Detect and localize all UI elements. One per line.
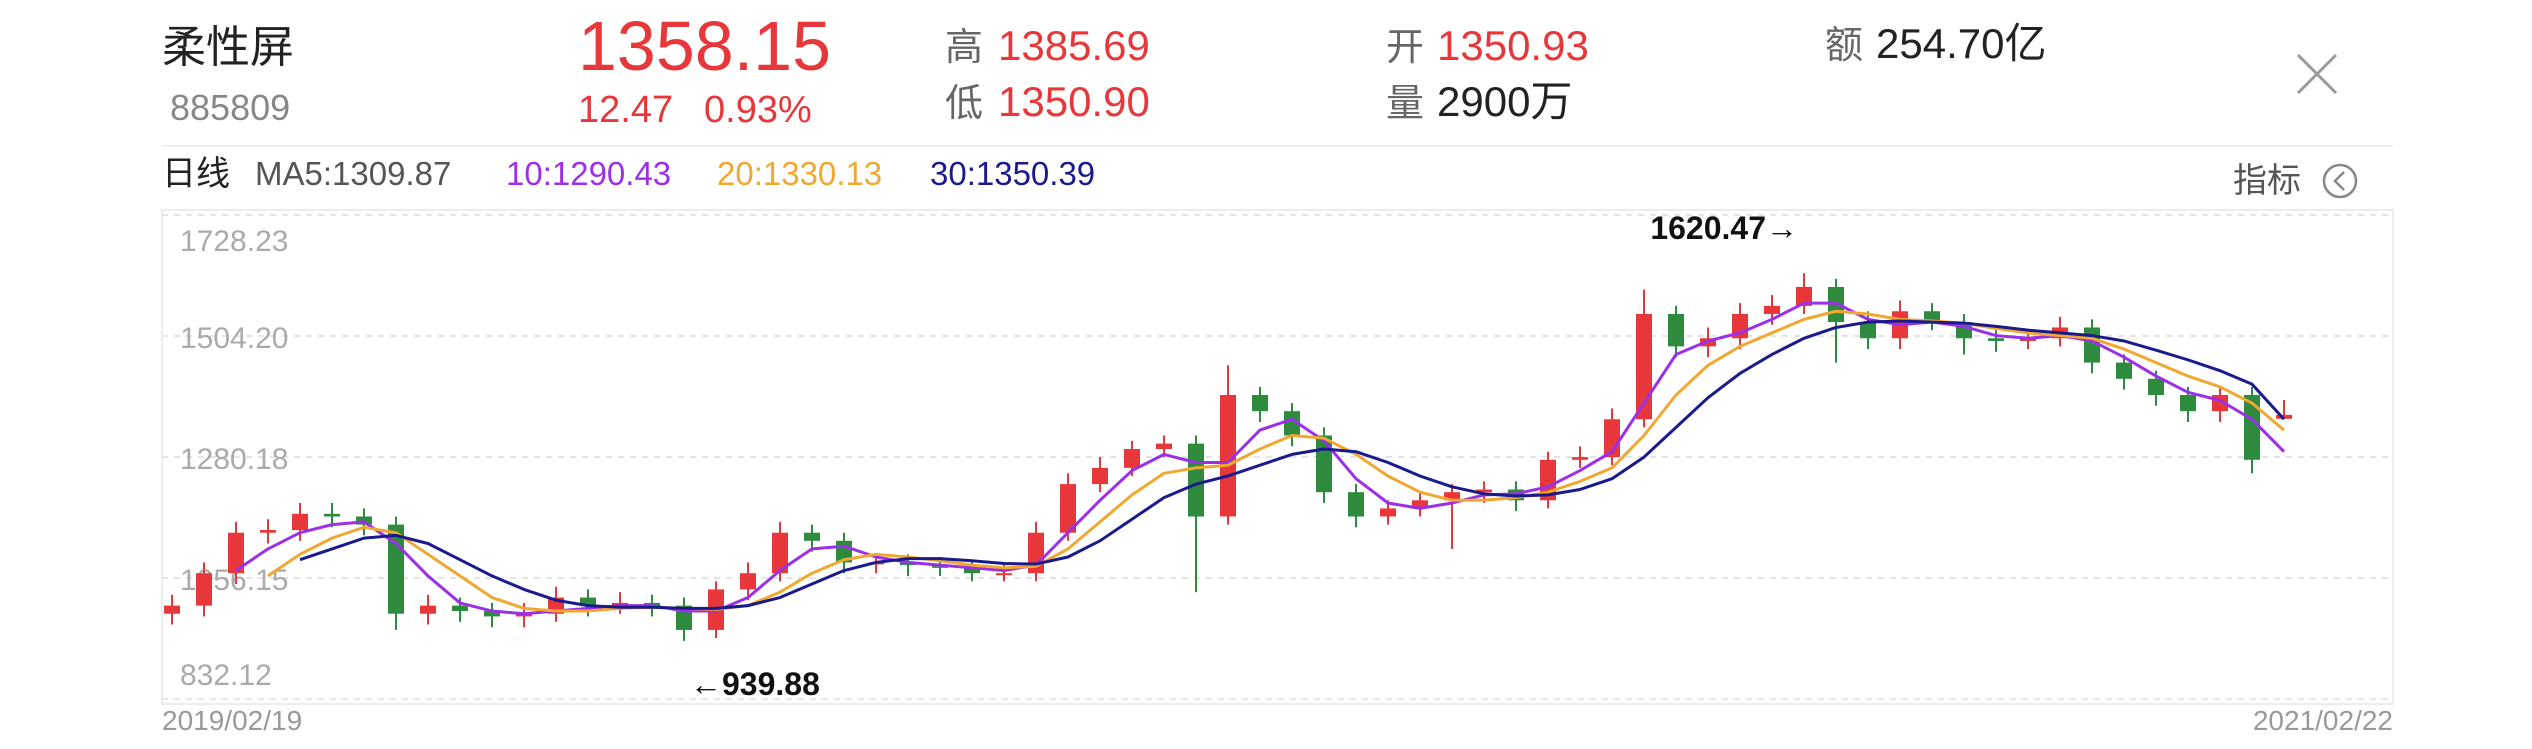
open-value: 1350.93 [1437, 22, 1589, 69]
candle-body [2148, 378, 2164, 395]
candle-body [1796, 286, 1812, 306]
candle-body [1764, 305, 1780, 314]
candle-body [1060, 484, 1076, 533]
candle-body [196, 573, 212, 606]
candle-body [1156, 443, 1172, 449]
ma-line [235, 301, 2286, 616]
candle-body [1348, 492, 1364, 517]
indicator-icon [2333, 171, 2345, 191]
candle-body [1412, 500, 1428, 509]
candle-body [1572, 457, 1588, 460]
volume-label: 量 [1386, 83, 1424, 125]
candle-body [772, 532, 788, 574]
candle-body [1988, 338, 2004, 341]
open-label: 开 [1386, 27, 1424, 69]
candle-body [1284, 411, 1300, 436]
candle-body [996, 573, 1012, 576]
candle-body [2180, 394, 2196, 412]
candle-body [1316, 435, 1332, 493]
stock-name: 柔性屏 [162, 23, 294, 72]
indicator-label: 指标 [2233, 162, 2301, 200]
stock-code: 885809 [170, 87, 290, 128]
candle-body [1220, 394, 1236, 517]
high-value: 1385.69 [998, 22, 1150, 69]
candle-body [1924, 311, 1940, 323]
candle-body [452, 605, 468, 612]
amount-value: 254.70亿 [1876, 20, 2046, 67]
candles [164, 273, 2292, 641]
y-tick-label: 1728.23 [180, 225, 288, 258]
change-pct: 0.93% [704, 89, 812, 131]
low-value: 1350.90 [998, 78, 1150, 125]
candle-body [1636, 313, 1652, 420]
candle-body [2244, 394, 2260, 460]
y-tick-label: 832.12 [180, 659, 272, 692]
x-tick-label: 2021/02/22 [2253, 705, 2393, 736]
change: 12.47 [578, 89, 673, 131]
y-tick-label: 1504.20 [180, 322, 288, 355]
legend-entry: 30:1350.39 [930, 155, 1095, 192]
candle-body [1476, 489, 1492, 493]
x-tick-label: 2019/02/19 [162, 705, 302, 736]
candle-body [484, 611, 500, 617]
volume-value: 2900万 [1437, 78, 1572, 125]
candle-body [260, 530, 276, 533]
candle-body [1092, 467, 1108, 485]
high-label: 高 [945, 27, 983, 69]
indicator-button[interactable]: 指标 [2233, 162, 2358, 200]
candle-body [1444, 492, 1460, 501]
candle-body [324, 513, 340, 517]
candle-body [1188, 443, 1204, 517]
candle-body [580, 597, 596, 606]
candle-body [292, 513, 308, 531]
legend-entry: 10:1290.43 [506, 155, 671, 192]
candle-body [228, 532, 244, 574]
candle-body [804, 532, 820, 541]
min-annotation: ←939.88 [690, 666, 820, 702]
ma5-legend: MA5:1309.87 [255, 155, 451, 192]
candle-body [740, 573, 756, 590]
indicator-icon [2322, 163, 2358, 199]
candle-body [964, 567, 980, 574]
candle-body [1668, 313, 1684, 347]
legend-entry: 20:1330.13 [717, 155, 882, 192]
candle-body [2276, 414, 2292, 419]
low-label: 低 [945, 83, 983, 125]
close-icon [2296, 53, 2338, 95]
max-annotation: 1620.47→ [1650, 210, 1798, 246]
candle-body [164, 605, 180, 614]
period-label[interactable]: 日线 [162, 155, 230, 193]
candle-body [1380, 508, 1396, 517]
amount-label: 额 [1825, 25, 1863, 67]
candle-body [420, 605, 436, 614]
candle-body [1124, 448, 1140, 468]
price: 1358.15 [578, 7, 831, 85]
candle-body [2116, 362, 2132, 379]
candle-body [1860, 322, 1876, 339]
candle-body [1252, 394, 1268, 412]
y-tick-label: 1280.18 [180, 443, 288, 476]
ma-line [299, 319, 2286, 610]
close-button[interactable] [2296, 53, 2338, 95]
